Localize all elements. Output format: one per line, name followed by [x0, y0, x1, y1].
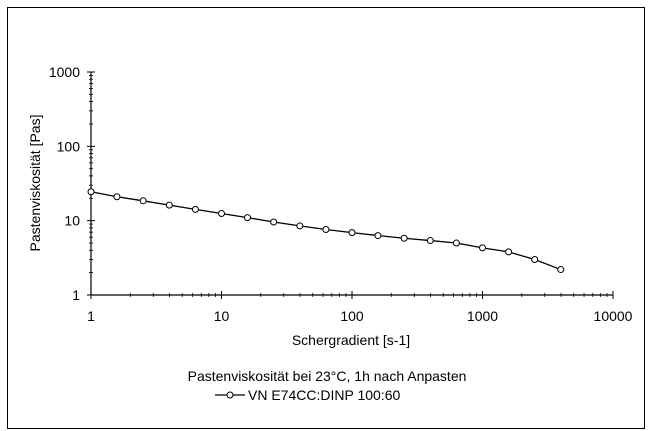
x-tick-label: 1000	[467, 308, 498, 324]
y-tick-label: 1000	[49, 64, 80, 80]
data-point	[557, 266, 565, 274]
data-point	[374, 232, 382, 240]
x-axis: 1 10 100 1000 10000	[87, 291, 633, 324]
y-tick-label: 10	[64, 213, 80, 229]
y-tick-label: 1	[72, 287, 80, 303]
x-tick-label: 10000	[594, 308, 633, 324]
data-point	[400, 234, 408, 242]
x-tick-label: 10	[214, 308, 230, 324]
legend-label: VN E74CC:DINP 100:60	[248, 386, 401, 403]
data-point	[243, 214, 251, 222]
legend-marker	[215, 391, 245, 398]
data-point	[113, 193, 121, 201]
chart-frame	[7, 7, 645, 429]
data-point	[452, 239, 460, 247]
data-point	[191, 205, 199, 213]
data-point	[296, 222, 304, 230]
legend: VN E74CC:DINP 100:60	[214, 386, 400, 403]
data-point	[87, 188, 95, 196]
data-point	[139, 197, 147, 205]
data-point	[270, 218, 278, 226]
data-point	[479, 244, 486, 252]
y-axis-label: Pastenviskosität [Pas]	[27, 115, 43, 252]
chart-title: Pastenviskosität bei 23°C, 1h nach Anpas…	[187, 368, 467, 384]
x-tick-label: 1	[87, 308, 95, 324]
y-tick-label: 100	[57, 138, 81, 154]
data-point	[505, 248, 513, 256]
data-point	[218, 209, 225, 217]
data-point	[348, 229, 356, 237]
x-axis-label: Schergradient [s-1]	[292, 332, 410, 348]
data-point	[531, 256, 539, 264]
data-point	[426, 237, 434, 245]
x-tick-label: 100	[340, 308, 364, 324]
data-point	[165, 201, 173, 209]
series-layer	[87, 188, 565, 274]
data-point	[322, 226, 330, 234]
y-axis: 1 10 100 1000	[49, 64, 95, 303]
